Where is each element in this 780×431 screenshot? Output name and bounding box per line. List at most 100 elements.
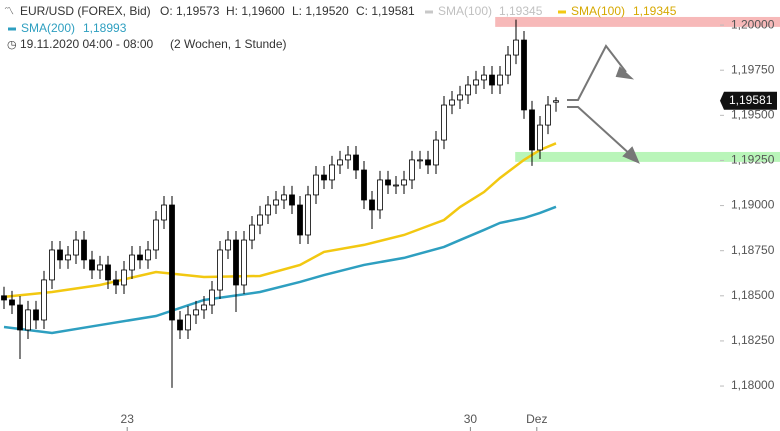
legend-label: SMA(100): [571, 4, 625, 18]
legend-value: 1,18993: [83, 21, 127, 35]
candle-body: [129, 254, 135, 271]
candle-body: [353, 154, 359, 171]
y-tick-label: 1,20000: [731, 17, 775, 31]
candle-body: [417, 159, 423, 162]
candle-body: [497, 74, 503, 86]
candle-body: [345, 154, 351, 161]
ohlc: C: 1,19581: [356, 4, 415, 18]
candle-body: [81, 239, 87, 261]
candle-body: [321, 174, 327, 181]
candle-body: [49, 249, 55, 281]
ohlc: L: 1,19520: [292, 4, 349, 18]
candle-body: [9, 299, 15, 306]
legend-label: SMA(200): [21, 21, 75, 35]
candle-body: [481, 74, 487, 81]
candle-body: [297, 204, 303, 236]
legend-value: 1,19345: [633, 4, 677, 18]
candle-body: [449, 99, 455, 106]
sma-line: [3, 142, 557, 299]
candle-body: [313, 174, 319, 196]
candle-body: [73, 239, 79, 256]
legend: SMA(100) 1,19345 SMA(200) 1,18993: [8, 4, 677, 35]
zone: [495, 16, 780, 27]
legend-value: 1,19345: [499, 4, 543, 18]
candle-body: [57, 249, 63, 261]
candle-body: [225, 239, 231, 251]
candle-body: [17, 304, 23, 331]
candle-body: [209, 289, 215, 306]
candle-body: [265, 204, 271, 216]
sma-line: [3, 205, 557, 335]
y-tick-label: 1,18500: [731, 288, 775, 302]
candle-body: [377, 179, 383, 211]
x-tick-label: Dez: [526, 412, 547, 426]
candle-body: [105, 264, 111, 281]
candle-body: [233, 239, 239, 286]
candle-body: [529, 109, 535, 151]
candle-body: [433, 139, 439, 166]
y-tick-label: 1,19250: [731, 153, 775, 167]
clock-icon: ◷: [7, 39, 17, 51]
plot-area: [1, 19, 559, 388]
candle-body: [97, 264, 103, 271]
candle-body: [361, 169, 367, 201]
candle-body: [177, 319, 183, 331]
icon: 〽: [4, 7, 14, 18]
candle-body: [489, 74, 495, 86]
price-label-box: [720, 91, 777, 110]
candle-body: [289, 194, 295, 206]
candle-body: [465, 84, 471, 96]
candle-body: [385, 179, 391, 186]
candle-body: [1, 295, 7, 301]
arrow-head: [622, 146, 640, 164]
range: (2 Wochen, 1 Stunde): [170, 37, 287, 51]
candle-body: [425, 159, 431, 166]
candle-body: [409, 159, 415, 181]
candle-body: [393, 184, 399, 187]
ohlc: O: 1,19573: [160, 4, 220, 18]
candle-body: [113, 279, 119, 286]
candle-body: [337, 159, 343, 166]
ohlc: H: 1,19600: [226, 4, 285, 18]
candle-body: [249, 224, 255, 241]
candle-body: [161, 204, 167, 221]
candle-body: [273, 199, 279, 206]
zone: [515, 151, 780, 162]
candle-body: [305, 194, 311, 236]
candle-body: [193, 309, 199, 316]
candle-body: [281, 194, 287, 201]
candle-body: [65, 254, 71, 261]
candle-body: [217, 249, 223, 291]
arrow-up: [567, 44, 627, 101]
zones: [495, 16, 780, 162]
y-tick-label: 1,18750: [731, 243, 775, 257]
candle-body: [545, 104, 551, 126]
arrow-head: [615, 66, 635, 80]
candle-body: [145, 249, 151, 261]
candle-body: [185, 314, 191, 331]
x-tick-label: 30: [464, 412, 478, 426]
header: 〽 EUR/USD (FOREX, Bid) O: 1,19573 H: 1,1…: [4, 4, 543, 51]
y-tick-label: 1,19750: [731, 62, 775, 76]
candle-body: [369, 199, 375, 211]
candle-body: [153, 219, 159, 251]
candle-body: [201, 304, 207, 311]
candle-body: [169, 204, 175, 321]
candle-body: [473, 79, 479, 86]
candle-body: [33, 309, 39, 321]
scenario-arrows: [567, 44, 640, 164]
candle-body: [41, 279, 47, 321]
candle-body: [521, 39, 527, 111]
y-tick-label: 1,19500: [731, 107, 775, 121]
candle-body: [89, 259, 95, 271]
price-label: 1,19581: [729, 93, 773, 107]
candle-body: [457, 94, 463, 101]
y-tick-label: 1,18000: [731, 378, 775, 392]
candle-body: [401, 179, 407, 186]
x-tick-label: 23: [121, 412, 135, 426]
candle-body: [121, 269, 127, 286]
candle-body: [553, 100, 559, 103]
candle-body: [257, 214, 263, 226]
candle-body: [505, 54, 511, 76]
y-tick-label: 1,19000: [731, 198, 775, 212]
